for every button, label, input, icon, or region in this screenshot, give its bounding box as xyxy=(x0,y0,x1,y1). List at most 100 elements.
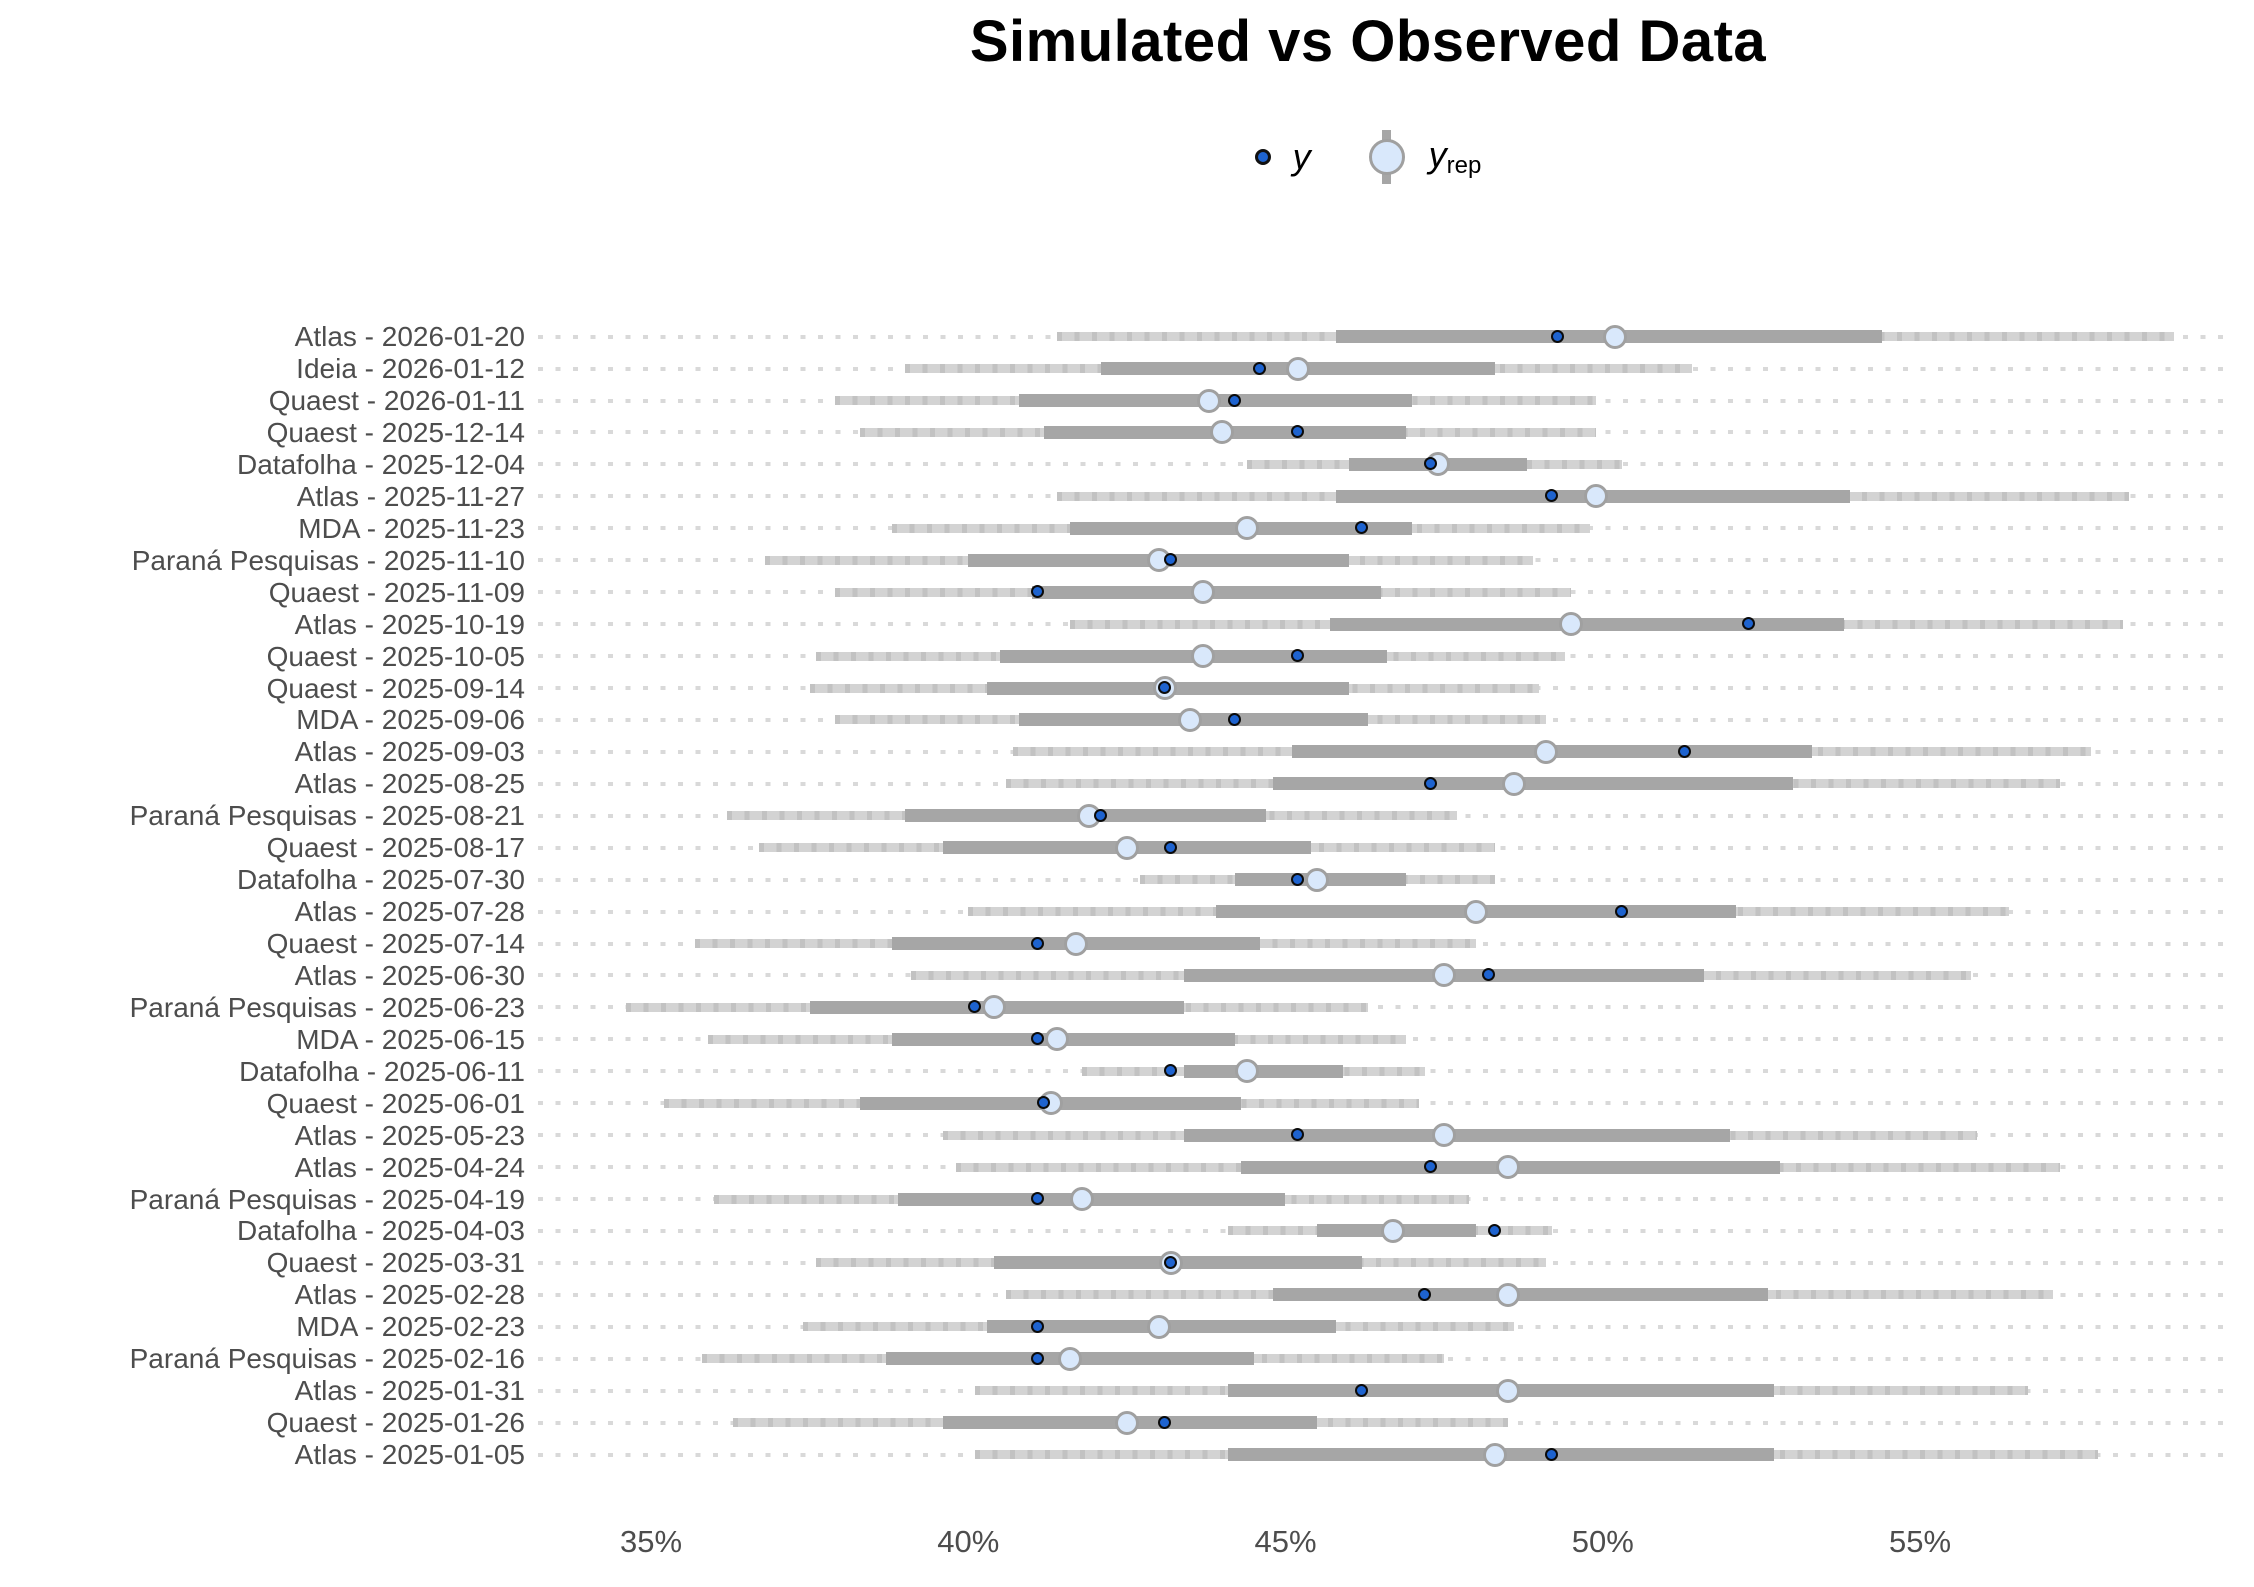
observed-point xyxy=(1227,712,1241,726)
observed-point xyxy=(1291,425,1305,439)
y-axis-label: Ideia - 2026-01-12 xyxy=(296,353,525,385)
legend-yrep-label: yrep xyxy=(1428,134,1482,179)
yrep-median-point xyxy=(1191,644,1215,669)
yrep-median-point xyxy=(981,995,1006,1020)
observed-point xyxy=(1157,681,1171,694)
y-axis-label: Datafolha - 2025-06-11 xyxy=(239,1055,525,1087)
observed-point xyxy=(1227,393,1241,407)
yrep-median-point xyxy=(1286,356,1311,381)
observed-point xyxy=(1551,329,1565,343)
y-axis-label: Atlas - 2025-09-03 xyxy=(294,736,525,768)
x-axis-tick-label: 50% xyxy=(1571,1524,1634,1559)
y-axis-label: Paraná Pesquisas - 2025-02-16 xyxy=(129,1343,525,1375)
y-axis-label: Quaest - 2025-01-26 xyxy=(266,1407,525,1439)
y-axis-label: Atlas - 2025-02-28 xyxy=(294,1279,525,1311)
inner-interval-bar xyxy=(1329,617,1844,631)
observed-point xyxy=(1481,968,1495,982)
observed-point xyxy=(1354,1383,1368,1397)
observed-point xyxy=(1031,1319,1045,1333)
yrep-median-point xyxy=(1495,1282,1520,1307)
y-axis-label: Quaest - 2025-06-01 xyxy=(266,1087,525,1119)
y-axis-label: Atlas - 2025-06-30 xyxy=(294,959,525,991)
observed-point xyxy=(1424,776,1438,790)
yrep-median-point xyxy=(1501,771,1526,796)
yrep-median-point xyxy=(1381,1218,1406,1243)
x-axis-tick-label: 35% xyxy=(619,1524,683,1559)
observed-point xyxy=(1678,744,1692,758)
yrep-median-point xyxy=(1178,707,1203,732)
inner-interval-bar xyxy=(1272,1288,1768,1302)
yrep-median-point xyxy=(1495,1378,1520,1403)
observed-point xyxy=(1031,585,1045,599)
inner-interval-bar xyxy=(1183,1128,1730,1142)
observed-point xyxy=(1031,1192,1045,1206)
yrep-median-point xyxy=(1495,1155,1520,1180)
observed-point-icon xyxy=(1254,149,1271,165)
y-axis-label: Quaest - 2025-03-31 xyxy=(266,1247,525,1279)
observed-point xyxy=(1164,840,1178,854)
observed-point xyxy=(1291,649,1305,663)
y-axis-label: Quaest - 2025-11-09 xyxy=(268,576,525,608)
yrep-median-point xyxy=(1191,580,1215,605)
observed-point xyxy=(1424,1160,1438,1174)
x-axis-tick-label: 45% xyxy=(1254,1524,1317,1559)
observed-point xyxy=(1164,1064,1178,1078)
observed-point xyxy=(1157,1415,1171,1429)
y-axis-label: Paraná Pesquisas - 2025-04-19 xyxy=(129,1183,525,1215)
yrep-median-point xyxy=(1432,963,1457,988)
observed-point xyxy=(1291,872,1305,886)
yrep-median-point xyxy=(1533,739,1558,764)
yrep-median-point xyxy=(1482,1442,1507,1467)
yrep-median-point xyxy=(1305,867,1330,892)
y-axis-label: Atlas - 2026-01-20 xyxy=(294,321,525,353)
y-axis-label: Atlas - 2025-08-25 xyxy=(294,768,525,800)
observed-point xyxy=(1487,1223,1501,1237)
observed-point xyxy=(1614,904,1628,918)
observed-point xyxy=(1291,1128,1305,1142)
y-axis-label: Atlas - 2025-11-27 xyxy=(296,480,525,512)
legend-item-yrep: yrep xyxy=(1367,128,1482,186)
yrep-median-point xyxy=(1114,835,1139,860)
yrep-circle-icon xyxy=(1368,139,1405,175)
observed-point xyxy=(1094,808,1108,822)
yrep-median-point xyxy=(1045,1027,1070,1052)
yrep-median-point xyxy=(1235,516,1260,541)
x-axis-tick-label: 40% xyxy=(937,1524,1000,1559)
legend-yrep-subscript: rep xyxy=(1446,152,1482,179)
yrep-median-point xyxy=(1064,931,1089,956)
y-axis-label: Quaest - 2025-09-14 xyxy=(266,672,525,704)
yrep-median-point xyxy=(1146,1314,1171,1339)
chart-title: Simulated vs Observed Data xyxy=(969,9,1767,74)
observed-point xyxy=(1741,617,1755,631)
yrep-median-point xyxy=(1425,452,1450,477)
yrep-median-point xyxy=(1603,324,1628,349)
y-axis-label: Quaest - 2025-12-14 xyxy=(266,416,525,448)
legend: y yrep xyxy=(508,128,2228,186)
observed-point xyxy=(1544,1447,1558,1461)
observed-point xyxy=(1037,1096,1051,1110)
legend-item-y: y xyxy=(1254,136,1311,178)
observed-point xyxy=(1354,521,1368,535)
inner-interval-bar xyxy=(1183,1064,1343,1078)
yrep-median-point xyxy=(1114,1410,1139,1435)
observed-point xyxy=(1164,1255,1178,1269)
x-axis-tick-label: 55% xyxy=(1888,1524,1952,1559)
observed-point xyxy=(1164,553,1178,567)
y-axis-label: Atlas - 2025-04-24 xyxy=(294,1151,525,1183)
y-axis-label: Paraná Pesquisas - 2025-11-10 xyxy=(131,544,525,576)
yrep-point-icon xyxy=(1367,128,1407,186)
observed-point xyxy=(1544,489,1558,503)
y-axis-label: Atlas - 2025-05-23 xyxy=(294,1119,525,1151)
y-axis-label: MDA - 2025-02-23 xyxy=(296,1311,525,1343)
yrep-median-point xyxy=(1210,420,1235,445)
y-axis-label: Datafolha - 2025-04-03 xyxy=(237,1215,525,1247)
yrep-median-point xyxy=(1584,484,1609,509)
category-grid-dotted-line xyxy=(538,1005,2228,1010)
y-axis-label: Quaest - 2025-08-17 xyxy=(266,832,525,864)
y-axis-label: Atlas - 2025-10-19 xyxy=(294,608,525,640)
yrep-median-point xyxy=(1159,1250,1184,1275)
y-axis-label: Quaest - 2025-10-05 xyxy=(266,640,525,672)
observed-point xyxy=(967,1000,981,1014)
y-axis-label: Paraná Pesquisas - 2025-08-21 xyxy=(129,800,525,832)
y-axis-label: Atlas - 2025-07-28 xyxy=(294,896,525,928)
